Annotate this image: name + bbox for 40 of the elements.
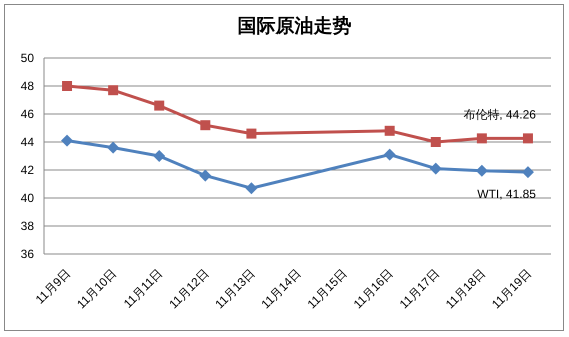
x-tick-label: 11月15日 xyxy=(304,266,350,312)
y-tick-label: 48 xyxy=(20,79,34,93)
y-tick-label: 36 xyxy=(20,247,34,261)
x-tick-label: 11月13日 xyxy=(212,266,258,312)
y-tick-label: 40 xyxy=(20,191,34,205)
y-tick-label: 44 xyxy=(20,135,34,149)
annotation: WTI, 41.85 xyxy=(477,187,536,202)
point xyxy=(199,170,212,182)
y-tick-label: 50 xyxy=(20,51,34,65)
point xyxy=(246,128,256,139)
point xyxy=(522,166,534,178)
point xyxy=(384,126,395,136)
point xyxy=(108,85,118,96)
x-tick-label: 11月18日 xyxy=(442,266,488,312)
y-tick-label: 38 xyxy=(20,219,34,233)
x-tick-label: 11月17日 xyxy=(396,266,442,312)
point xyxy=(522,133,533,144)
x-tick-label: 11月11日 xyxy=(120,266,166,311)
point xyxy=(153,150,166,162)
annotation: 布伦特, 44.26 xyxy=(463,107,536,122)
y-tick-label: 46 xyxy=(20,107,34,121)
point xyxy=(61,134,74,147)
y-tick-label: 42 xyxy=(20,163,34,177)
point xyxy=(384,148,396,161)
point xyxy=(200,120,210,130)
point xyxy=(430,162,442,175)
point xyxy=(430,137,441,147)
point xyxy=(245,182,258,194)
x-tick-label: 11月12日 xyxy=(166,266,212,312)
point xyxy=(154,100,164,111)
x-tick-label: 11月10日 xyxy=(74,266,120,312)
x-tick-label: 11月9日 xyxy=(32,266,74,307)
chart-title: 国际原油走势 xyxy=(238,15,352,37)
point xyxy=(62,81,72,91)
point xyxy=(476,164,488,177)
x-tick-label: 11月19日 xyxy=(488,266,534,312)
point xyxy=(107,142,120,154)
x-tick-label: 11月16日 xyxy=(350,266,396,312)
point xyxy=(476,133,487,144)
x-tick-label: 11月14日 xyxy=(258,266,304,312)
